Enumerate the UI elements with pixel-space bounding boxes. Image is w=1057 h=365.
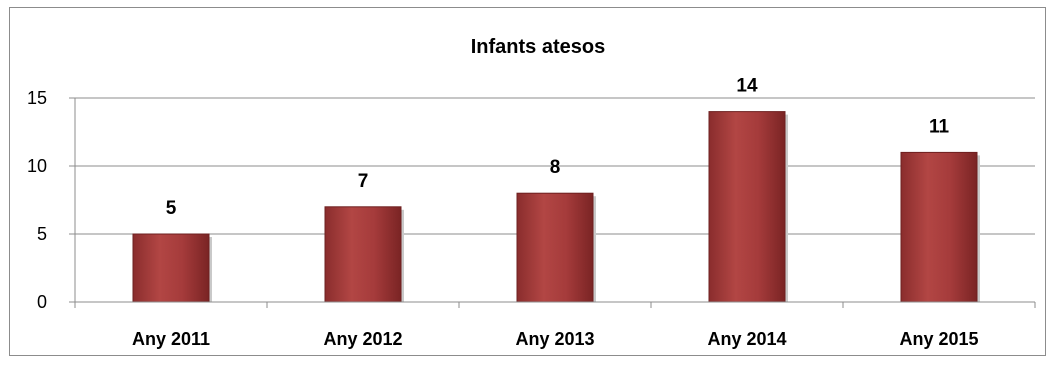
y-tick-label: 5 [37,224,47,244]
x-tick-label: Any 2013 [515,329,594,349]
x-tick-label: Any 2011 [132,329,210,349]
x-axis: Any 2011 Any 2012 Any 2013 Any 2014 Any 2015 [75,301,1036,349]
bars [132,111,980,303]
data-label: 5 [166,198,177,219]
data-label: 14 [736,76,758,97]
x-tick-label: Any 2014 [707,329,786,349]
bar [708,111,786,303]
y-tick-label: 0 [37,292,47,312]
bar [516,192,594,303]
data-label: 7 [358,171,369,192]
x-tick-label: Any 2015 [899,329,978,349]
y-tick-label: 15 [27,88,47,108]
data-label: 8 [550,157,561,178]
bar [324,206,402,303]
x-tick-label: Any 2012 [323,329,402,349]
data-label: 11 [929,116,950,137]
chart-title: Infants atesos [471,36,605,58]
bar [900,151,978,303]
y-axis: 0 5 10 15 [27,88,76,312]
y-tick-label: 10 [27,156,47,176]
bar [132,233,210,303]
data-labels: 5 7 8 14 11 [166,76,950,219]
